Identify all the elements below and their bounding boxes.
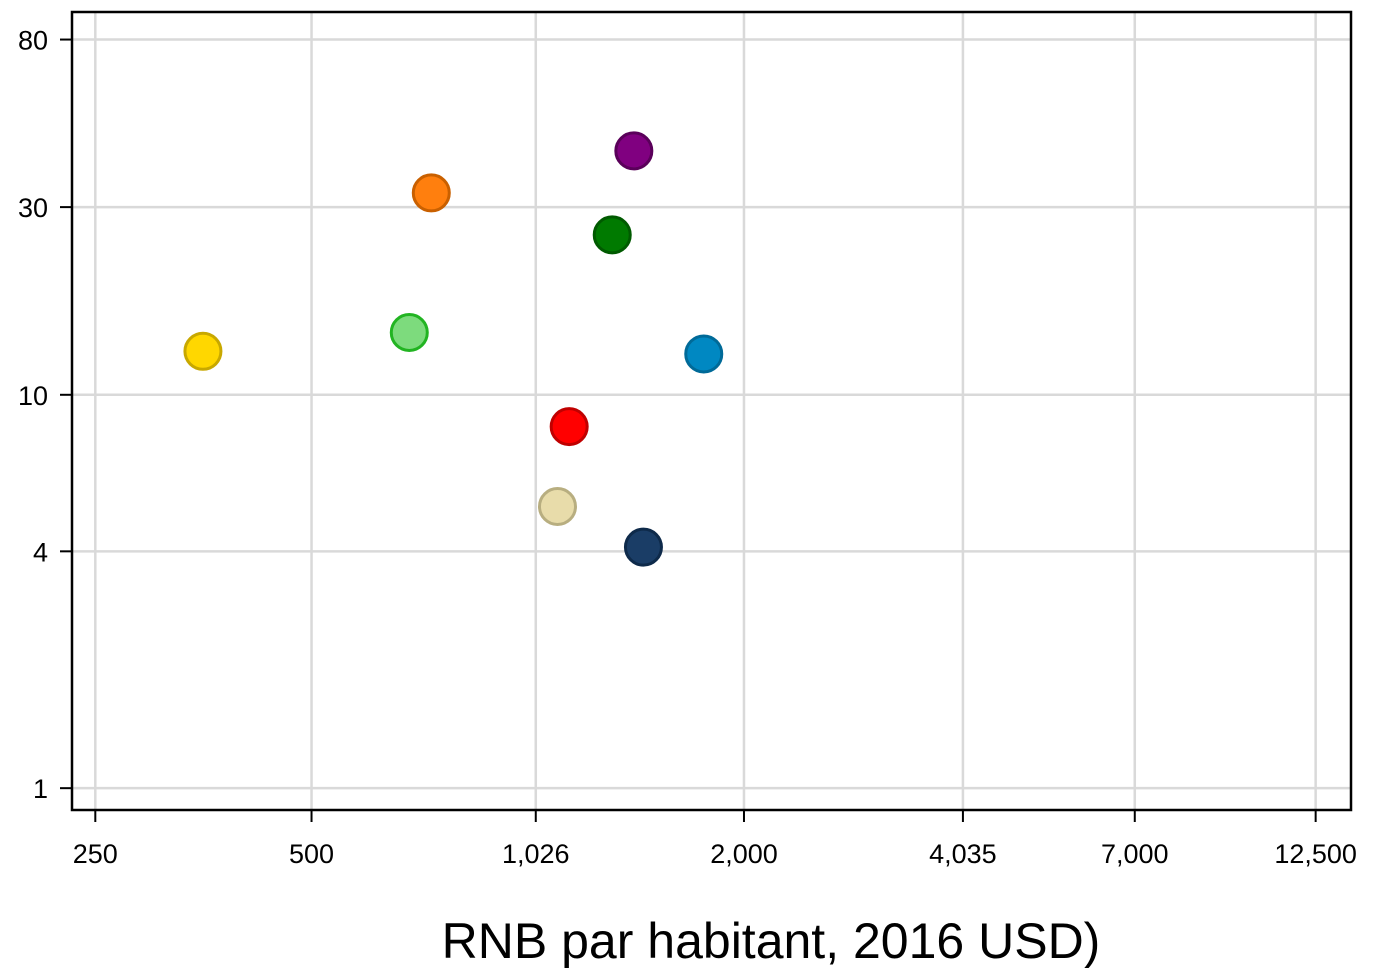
axis-ticks: 250 500 1,026 2,000 4,035 7,000 12,500 1 4 10 30 80 <box>18 26 1357 869</box>
data-point-4 <box>537 487 577 527</box>
y-tick-label: 80 <box>18 26 48 56</box>
y-tick-label: 30 <box>18 193 48 223</box>
x-tick-label: 1,026 <box>502 839 570 869</box>
y-tick-label: 10 <box>18 381 48 411</box>
x-tick-label: 4,035 <box>929 839 997 869</box>
x-tick-label: 7,000 <box>1101 839 1169 869</box>
data-points <box>183 131 724 567</box>
x-tick-label: 250 <box>73 839 118 869</box>
x-tick-label: 2,000 <box>710 839 778 869</box>
x-tick-label: 12,500 <box>1274 839 1357 869</box>
gridlines <box>72 12 1351 810</box>
x-axis-title: RNB par habitant, 2016 USD) <box>442 913 1101 968</box>
data-point-5 <box>549 407 589 447</box>
plot-frame <box>70 10 1353 812</box>
data-point-9 <box>684 334 724 374</box>
data-point-8 <box>623 527 663 567</box>
data-point-7 <box>614 131 654 171</box>
data-point-2 <box>389 313 429 353</box>
data-point-3 <box>411 173 451 213</box>
y-tick-label: 4 <box>33 537 48 567</box>
data-point-6 <box>592 215 632 255</box>
x-tick-label: 500 <box>289 839 334 869</box>
y-tick-label: 1 <box>33 774 48 804</box>
data-point-1 <box>183 331 223 371</box>
